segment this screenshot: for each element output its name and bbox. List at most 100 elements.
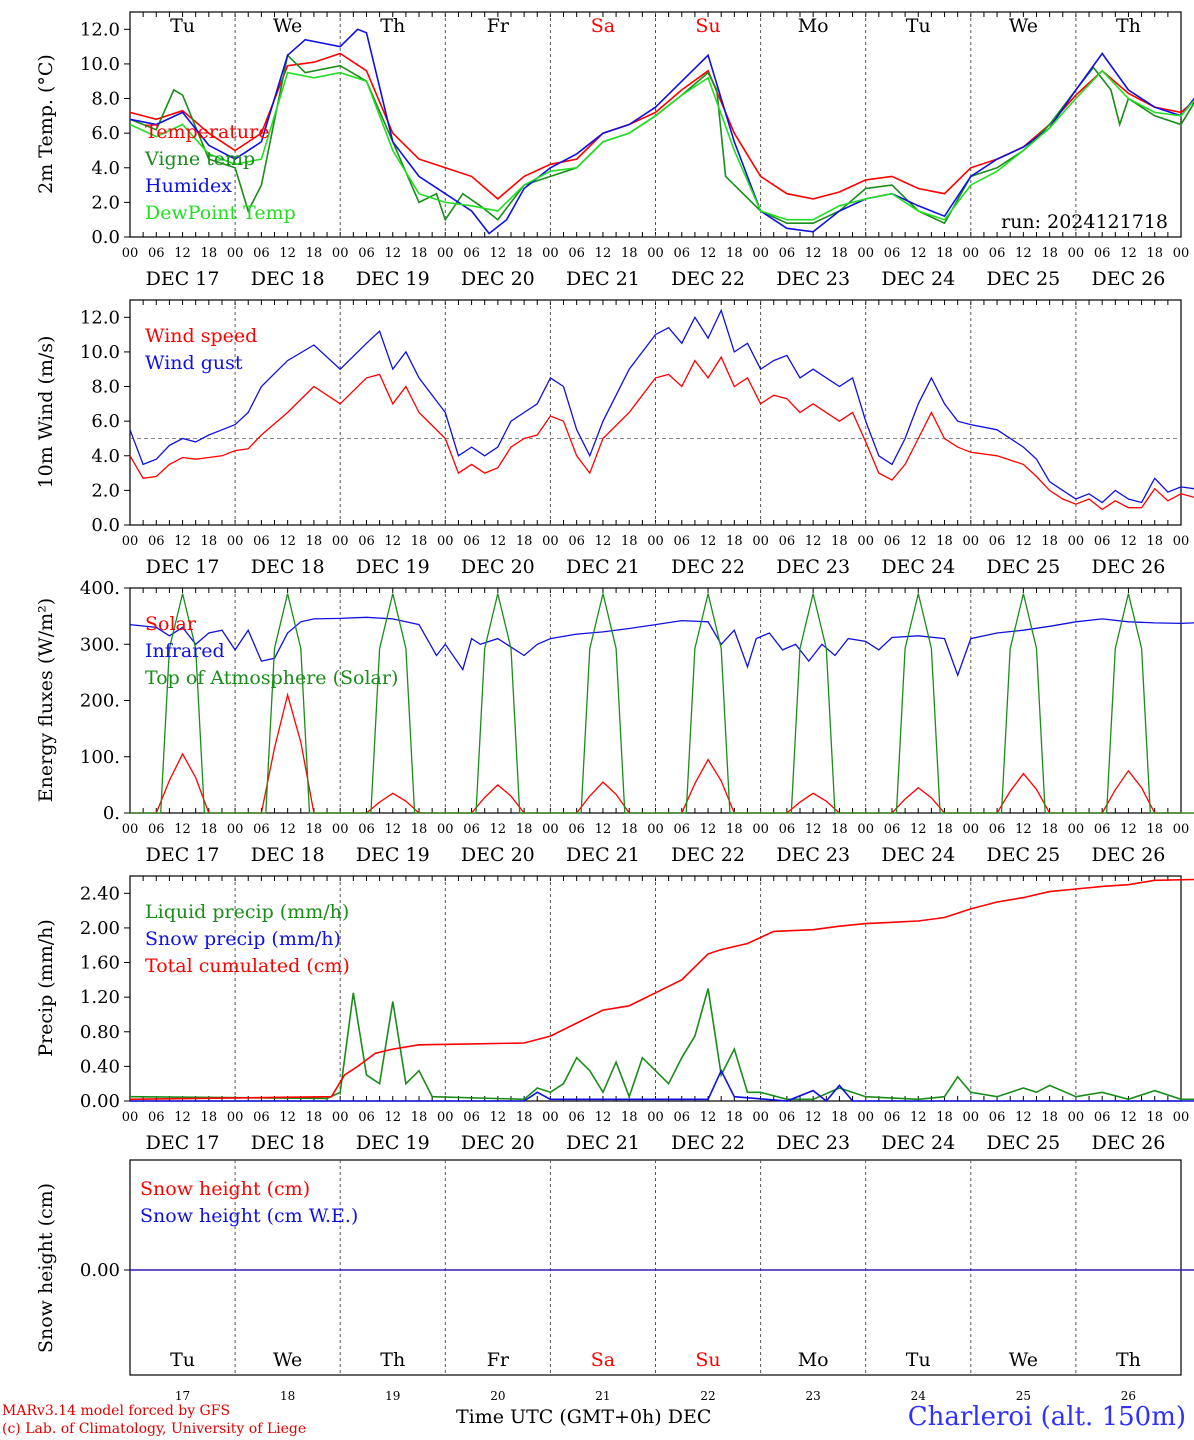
y-tick-label: 2.0 [91, 480, 120, 501]
series-line-dewpoint-temp [129, 69, 1194, 221]
hour-tick-label: 00 [437, 1110, 454, 1125]
hour-tick-label: 00 [647, 1110, 664, 1125]
legend-entry: Infrared [145, 640, 225, 662]
hour-tick-label: 00 [1173, 534, 1190, 549]
legend-entry: Solar [145, 613, 197, 635]
day-abbr-label: We [273, 1349, 302, 1371]
hour-tick-label: 12 [805, 534, 822, 549]
panel-4 [124, 875, 1194, 1103]
hour-tick-label: 00 [437, 534, 454, 549]
date-label: DEC 23 [776, 268, 850, 290]
hour-tick-label: 12 [279, 1110, 296, 1125]
date-label: DEC 20 [461, 1132, 535, 1154]
hour-tick-label: 06 [989, 246, 1006, 261]
hour-tick-label: 12 [910, 534, 927, 549]
date-label: DEC 25 [986, 556, 1060, 578]
hour-tick-label: 06 [568, 822, 585, 837]
date-label: DEC 19 [356, 844, 430, 866]
legend-entry: Snow height (cm) [140, 1178, 310, 1200]
hour-tick-label: 06 [358, 822, 375, 837]
hour-tick-label: 06 [989, 822, 1006, 837]
hour-tick-label: 18 [516, 822, 533, 837]
x-axis-title: Time UTC (GMT+0h) DEC [456, 1406, 711, 1428]
hour-tick-label: 06 [568, 246, 585, 261]
hour-tick-label: 18 [1041, 1110, 1058, 1125]
day-number-label: 22 [700, 1389, 715, 1403]
hour-tick-label: 12 [700, 1110, 717, 1125]
series-line-wind-gust [129, 308, 1194, 504]
hour-tick-label: 00 [647, 822, 664, 837]
legend-entry: Temperature [145, 121, 269, 143]
date-label: DEC 26 [1092, 268, 1166, 290]
hour-tick-label: 12 [910, 822, 927, 837]
hour-tick-label: 06 [253, 1110, 270, 1125]
day-number-label: 25 [1016, 1389, 1031, 1403]
day-abbr-label: Tu [170, 1349, 195, 1371]
hour-tick-label: 00 [857, 246, 874, 261]
date-label: DEC 21 [566, 844, 640, 866]
hour-tick-label: 12 [700, 246, 717, 261]
hour-tick-label: 18 [726, 246, 743, 261]
hour-tick-label: 06 [779, 246, 796, 261]
date-label: DEC 18 [251, 268, 325, 290]
hour-tick-label: 12 [595, 822, 612, 837]
y-tick-label: 10.0 [80, 54, 120, 75]
y-tick-label: 0. [103, 803, 120, 824]
hour-tick-label: 06 [674, 246, 691, 261]
hour-tick-label: 06 [463, 246, 480, 261]
hour-tick-label: 12 [910, 246, 927, 261]
hour-tick-label: 12 [595, 534, 612, 549]
hour-tick-label: 00 [963, 534, 980, 549]
panel-1 [124, 11, 1194, 238]
hour-tick-label: 18 [1146, 822, 1163, 837]
date-label: DEC 22 [671, 1132, 745, 1154]
hour-tick-label: 12 [174, 1110, 191, 1125]
series-line-temperature [129, 52, 1194, 200]
x-axis-month: DEC [667, 1406, 712, 1428]
hour-tick-label: 12 [174, 822, 191, 837]
hour-tick-label: 00 [857, 534, 874, 549]
legend-entry: Top of Atmosphere (Solar) [145, 667, 398, 689]
hour-tick-label: 12 [805, 246, 822, 261]
day-abbr-label: Su [695, 1349, 720, 1371]
panel-2 [124, 299, 1194, 526]
hour-tick-label: 12 [174, 534, 191, 549]
hour-tick-label: 12 [490, 534, 507, 549]
date-label: DEC 26 [1092, 1132, 1166, 1154]
y-tick-label: 2.0 [91, 192, 120, 213]
legend-entry: Vigne temp [144, 148, 255, 170]
hour-tick-label: 00 [1068, 246, 1085, 261]
y-tick-label: 2.00 [80, 918, 120, 939]
day-abbr-label: Sa [591, 15, 615, 37]
hour-tick-label: 06 [148, 534, 165, 549]
hour-tick-label: 00 [647, 246, 664, 261]
day-abbr-label: Th [380, 1349, 405, 1371]
hour-tick-label: 06 [1094, 1110, 1111, 1125]
y-tick-label: 0.40 [80, 1056, 120, 1077]
hour-tick-label: 12 [279, 534, 296, 549]
legend-entry: Snow height (cm W.E.) [140, 1205, 358, 1227]
date-label: DEC 25 [986, 1132, 1060, 1154]
date-label: DEC 22 [671, 556, 745, 578]
hour-tick-label: 00 [963, 246, 980, 261]
hour-tick-label: 18 [1041, 534, 1058, 549]
day-number-label: 18 [280, 1389, 295, 1403]
hour-tick-label: 00 [1068, 1110, 1085, 1125]
y-axis-label: 10m Wind (m/s) [35, 336, 57, 489]
day-abbr-label: Th [380, 15, 405, 37]
hour-tick-label: 00 [332, 1110, 349, 1125]
date-label: DEC 17 [146, 1132, 220, 1154]
hour-tick-label: 12 [595, 1110, 612, 1125]
hour-tick-label: 00 [1173, 822, 1190, 837]
legend-entry: Humidex [145, 175, 232, 197]
series-line-humidex [129, 28, 1194, 235]
hour-tick-label: 12 [174, 246, 191, 261]
hour-tick-label: 18 [201, 1110, 218, 1125]
hour-tick-label: 18 [411, 246, 428, 261]
hour-tick-label: 06 [463, 534, 480, 549]
date-label: DEC 21 [566, 268, 640, 290]
hour-tick-label: 12 [805, 1110, 822, 1125]
legend-entry: Total cumulated (cm) [145, 955, 350, 977]
hour-tick-label: 12 [384, 246, 401, 261]
hour-tick-label: 18 [306, 1110, 323, 1125]
